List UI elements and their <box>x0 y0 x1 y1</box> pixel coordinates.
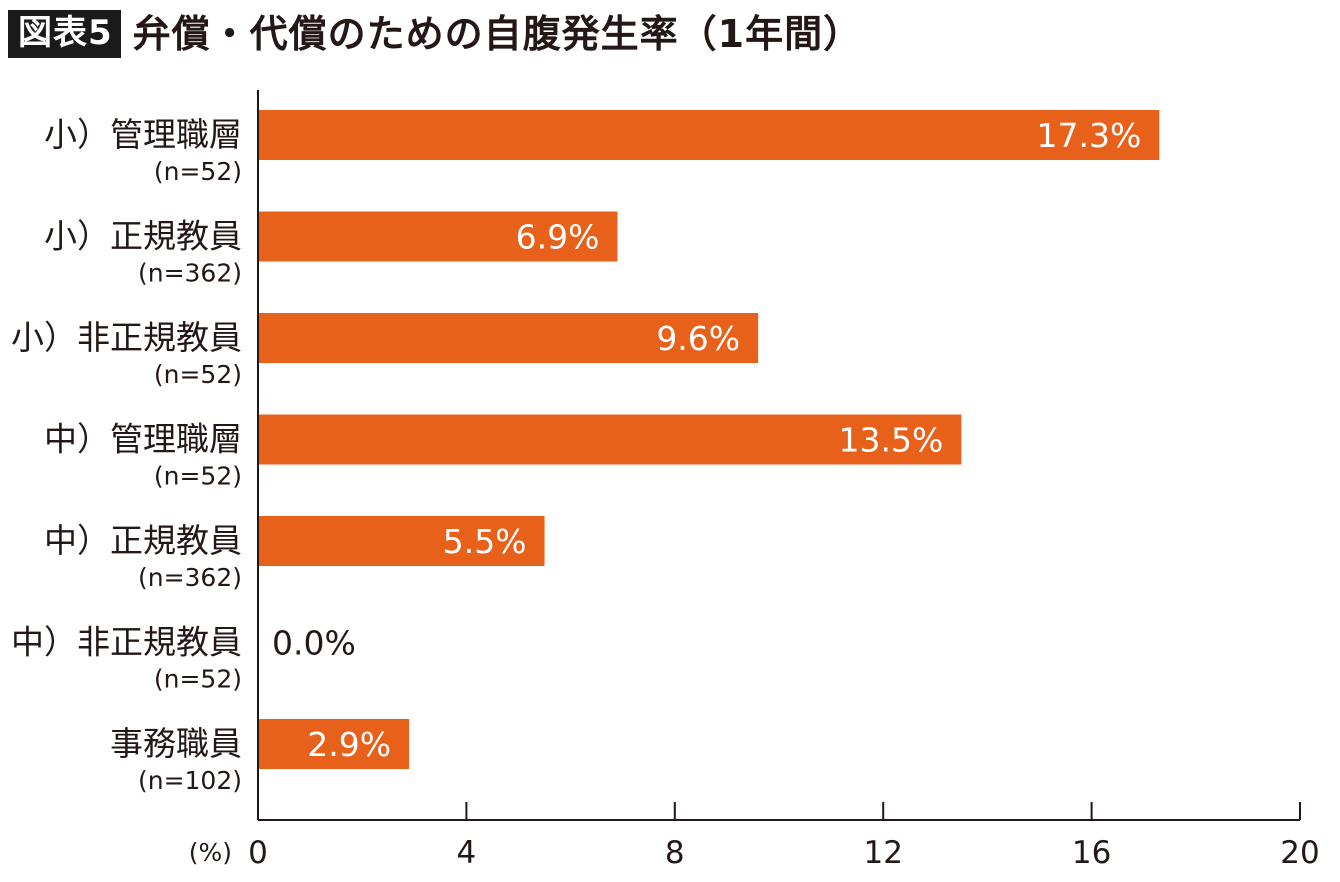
data-label: 0.0% <box>272 624 356 663</box>
x-tick-label: 16 <box>1072 835 1111 871</box>
x-tick-label: 12 <box>863 835 902 871</box>
data-label: 17.3% <box>1036 116 1141 155</box>
x-tick-label: 0 <box>248 835 268 871</box>
bar <box>258 516 545 566</box>
sample-size-label: (n=362) <box>138 563 242 592</box>
data-label: 6.9% <box>516 218 600 257</box>
sample-size-label: (n=52) <box>154 665 242 694</box>
category-label: 小）管理職層 <box>44 115 242 154</box>
x-tick-label: 8 <box>665 835 685 871</box>
category-label: 小）非正規教員 <box>11 318 242 357</box>
category-label: 事務職員 <box>110 724 242 763</box>
sample-size-label: (n=52) <box>154 157 242 186</box>
sample-size-label: (n=102) <box>138 766 242 795</box>
category-label: 小）正規教員 <box>44 217 242 256</box>
bar <box>258 211 618 262</box>
bar <box>258 110 1160 160</box>
data-label: 2.9% <box>307 725 391 764</box>
figure-badge: 図表5 <box>8 10 121 58</box>
sample-size-label: (n=52) <box>154 360 242 389</box>
category-label: 中）非正規教員 <box>11 623 242 662</box>
bar <box>258 719 410 769</box>
x-tick-label: 4 <box>457 835 477 871</box>
x-unit-label: (%) <box>189 838 232 867</box>
chart-title: 弁償・代償のための自腹発生率（1年間） <box>132 12 863 56</box>
data-label: 13.5% <box>839 421 944 460</box>
sample-size-label: (n=362) <box>138 259 242 288</box>
category-label: 中）正規教員 <box>44 521 242 560</box>
bar <box>258 414 962 465</box>
category-label: 中）管理職層 <box>44 420 242 459</box>
x-tick-label: 20 <box>1280 835 1319 871</box>
sample-size-label: (n=52) <box>154 462 242 491</box>
chart-header: 図表5 弁償・代償のための自腹発生率（1年間） <box>8 10 862 58</box>
bar <box>258 313 759 363</box>
data-label: 5.5% <box>443 522 527 561</box>
data-label: 9.6% <box>656 319 740 358</box>
